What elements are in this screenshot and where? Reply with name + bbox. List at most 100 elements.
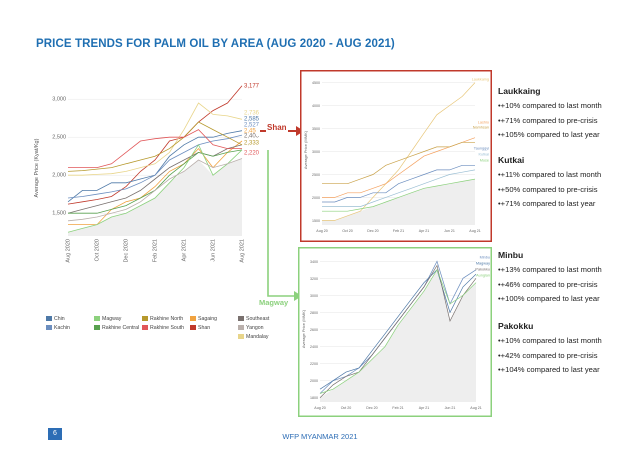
x-tick-label: Aug 20: [314, 406, 325, 410]
area-name: Laukkaing: [498, 86, 541, 96]
x-tick-label: Dec 2020: [124, 239, 130, 263]
series-line-taunggyi: [322, 164, 475, 203]
main-chart: 1,500 2,000 2,500 3,000 Aug 2020 Oct 2020 Dec…: [34, 78, 280, 263]
end-label: 2,333: [244, 141, 260, 147]
area-stat: •+105% compared to last year: [498, 130, 600, 139]
area-block-kutkai: Kutkai •+11% compared to last month •+50…: [498, 155, 601, 214]
series-line-yangon: [67, 158, 243, 222]
page-title: PRICE TRENDS FOR PALM OIL BY AREA (AUG 2…: [36, 38, 395, 50]
area-block-minbu: Minbu •+13% compared to last month •+46%…: [498, 250, 602, 309]
end-label: Kutkai: [478, 153, 489, 157]
x-tick-label: Feb 21: [393, 229, 404, 233]
legend-swatch: [238, 316, 244, 321]
area-stat: •+46% compared to pre-crisis: [498, 279, 598, 289]
series-line-magway: [67, 143, 243, 233]
area-stat: •+104% compared to last year: [498, 365, 600, 374]
series-line-namhsan: [322, 141, 475, 185]
y-tick-label: 2600: [310, 328, 318, 332]
series-line-laukkaing: [322, 82, 476, 221]
end-label: 2,450: [244, 129, 260, 135]
y-tick-label: 2,500: [52, 135, 66, 141]
x-tick-label: Dec 20: [367, 229, 378, 233]
end-label: 2,220: [244, 151, 260, 157]
shan-y-axis-label: Average Price (MMK): [303, 130, 308, 169]
legend-swatch: [190, 316, 196, 321]
x-tick-label: Aug 21: [470, 406, 481, 410]
legend-swatch: [46, 325, 52, 330]
x-tick-label: Aug 2020: [66, 239, 72, 263]
area-stat: •+71% compared to pre-crisis: [498, 115, 598, 125]
y-tick-label: 3000: [312, 150, 320, 154]
end-label: Lashio: [478, 121, 489, 125]
y-tick-label: 2800: [310, 311, 318, 315]
y-tick-label: 2200: [310, 362, 318, 366]
legend-label: Rakhine Central: [102, 325, 140, 331]
series-line-kachin: [67, 134, 243, 199]
legend-label: Chin: [54, 316, 65, 322]
x-tick-label: Jun 21: [444, 229, 455, 233]
y-tick-label: 2,000: [52, 173, 66, 179]
legend-item: Sagaing: [190, 316, 217, 322]
y-tick-label: 3,000: [52, 97, 66, 103]
end-label: 2,585: [244, 117, 260, 123]
legend-swatch: [190, 325, 196, 330]
series-line-shan: [67, 85, 243, 205]
area-name: Minbu: [498, 250, 524, 260]
end-label: Namhsan: [473, 126, 489, 130]
legend-item: Mandalay: [238, 334, 269, 340]
x-tick-label: Jun 2021: [211, 239, 217, 262]
end-label: 3,177: [244, 84, 260, 90]
end-label: 2,527: [244, 123, 260, 129]
end-label: Minbu: [480, 256, 490, 260]
end-label: Taunggyi: [474, 147, 489, 151]
legend-label: Magway: [102, 316, 122, 322]
area-stat: •+13% compared to last month: [498, 265, 602, 274]
legend-label: Sagaing: [198, 316, 218, 322]
x-tick-label: Oct 20: [342, 229, 353, 233]
y-tick-label: 3000: [310, 294, 318, 298]
end-label: Laukkaing: [472, 78, 489, 82]
series-line-magway: [319, 269, 477, 390]
area-name: Pakokku: [498, 321, 534, 331]
legend-swatch: [142, 325, 148, 330]
x-tick-label: Oct 2020: [95, 239, 101, 261]
legend-item: Rakhine North: [142, 316, 183, 322]
legend-label: Rakhine North: [150, 316, 184, 322]
legend-item: Shan: [190, 325, 210, 331]
legend-label: Shan: [198, 325, 211, 331]
magway-y-axis-label: Average Price (MMK): [301, 309, 306, 348]
series-line-pakokku: [319, 264, 477, 398]
x-tick-label: Apr 2021: [182, 239, 188, 261]
area-stat: •+71% compared to last year: [498, 199, 596, 208]
y-tick-label: 2000: [310, 379, 318, 383]
legend-item: Rakhine Central: [94, 325, 139, 331]
legend-item: Yangon: [238, 325, 264, 331]
area-stat: •+100% compared to last year: [498, 294, 600, 303]
y-tick-label: 2400: [310, 345, 318, 349]
area-block-laukkaing: Laukkaing •+10% compared to last month •…: [498, 86, 602, 145]
y-tick-label: 3400: [310, 260, 318, 264]
x-tick-label: Oct 20: [341, 406, 352, 410]
y-tick-label: 1,500: [52, 211, 66, 217]
y-tick-label: 4000: [312, 104, 320, 108]
x-tick-label: Jun 21: [445, 406, 456, 410]
magway-chart: 1800 2000 2200 2400 2600 2800 3000 3200 3400 Aug…: [298, 247, 492, 417]
legend-swatch: [94, 316, 100, 321]
page-number: 6: [48, 428, 62, 440]
y-tick-label: 3200: [310, 277, 318, 281]
series-line-rakhine-north: [67, 121, 243, 172]
legend-item: Southeast: [238, 316, 269, 322]
series-line-aunglan: [319, 269, 477, 394]
legend-swatch: [142, 316, 148, 321]
end-label: Aunglan: [476, 274, 490, 278]
legend-item: Chin: [46, 316, 65, 322]
end-label: Pakokku: [475, 268, 490, 272]
x-tick-label: Feb 21: [392, 406, 403, 410]
area-stat: •+10% compared to last month: [498, 336, 602, 345]
y-tick-label: 3500: [312, 127, 320, 131]
shan-callout-label: Shan: [266, 123, 288, 132]
series-line-mandalay: [68, 102, 243, 176]
legend-swatch: [94, 325, 100, 330]
y-tick-label: 1800: [310, 396, 318, 400]
shan-chart: 1500 2000 2500 3000 3500 4000 4500 Aug 20 Oct 2…: [300, 70, 492, 242]
